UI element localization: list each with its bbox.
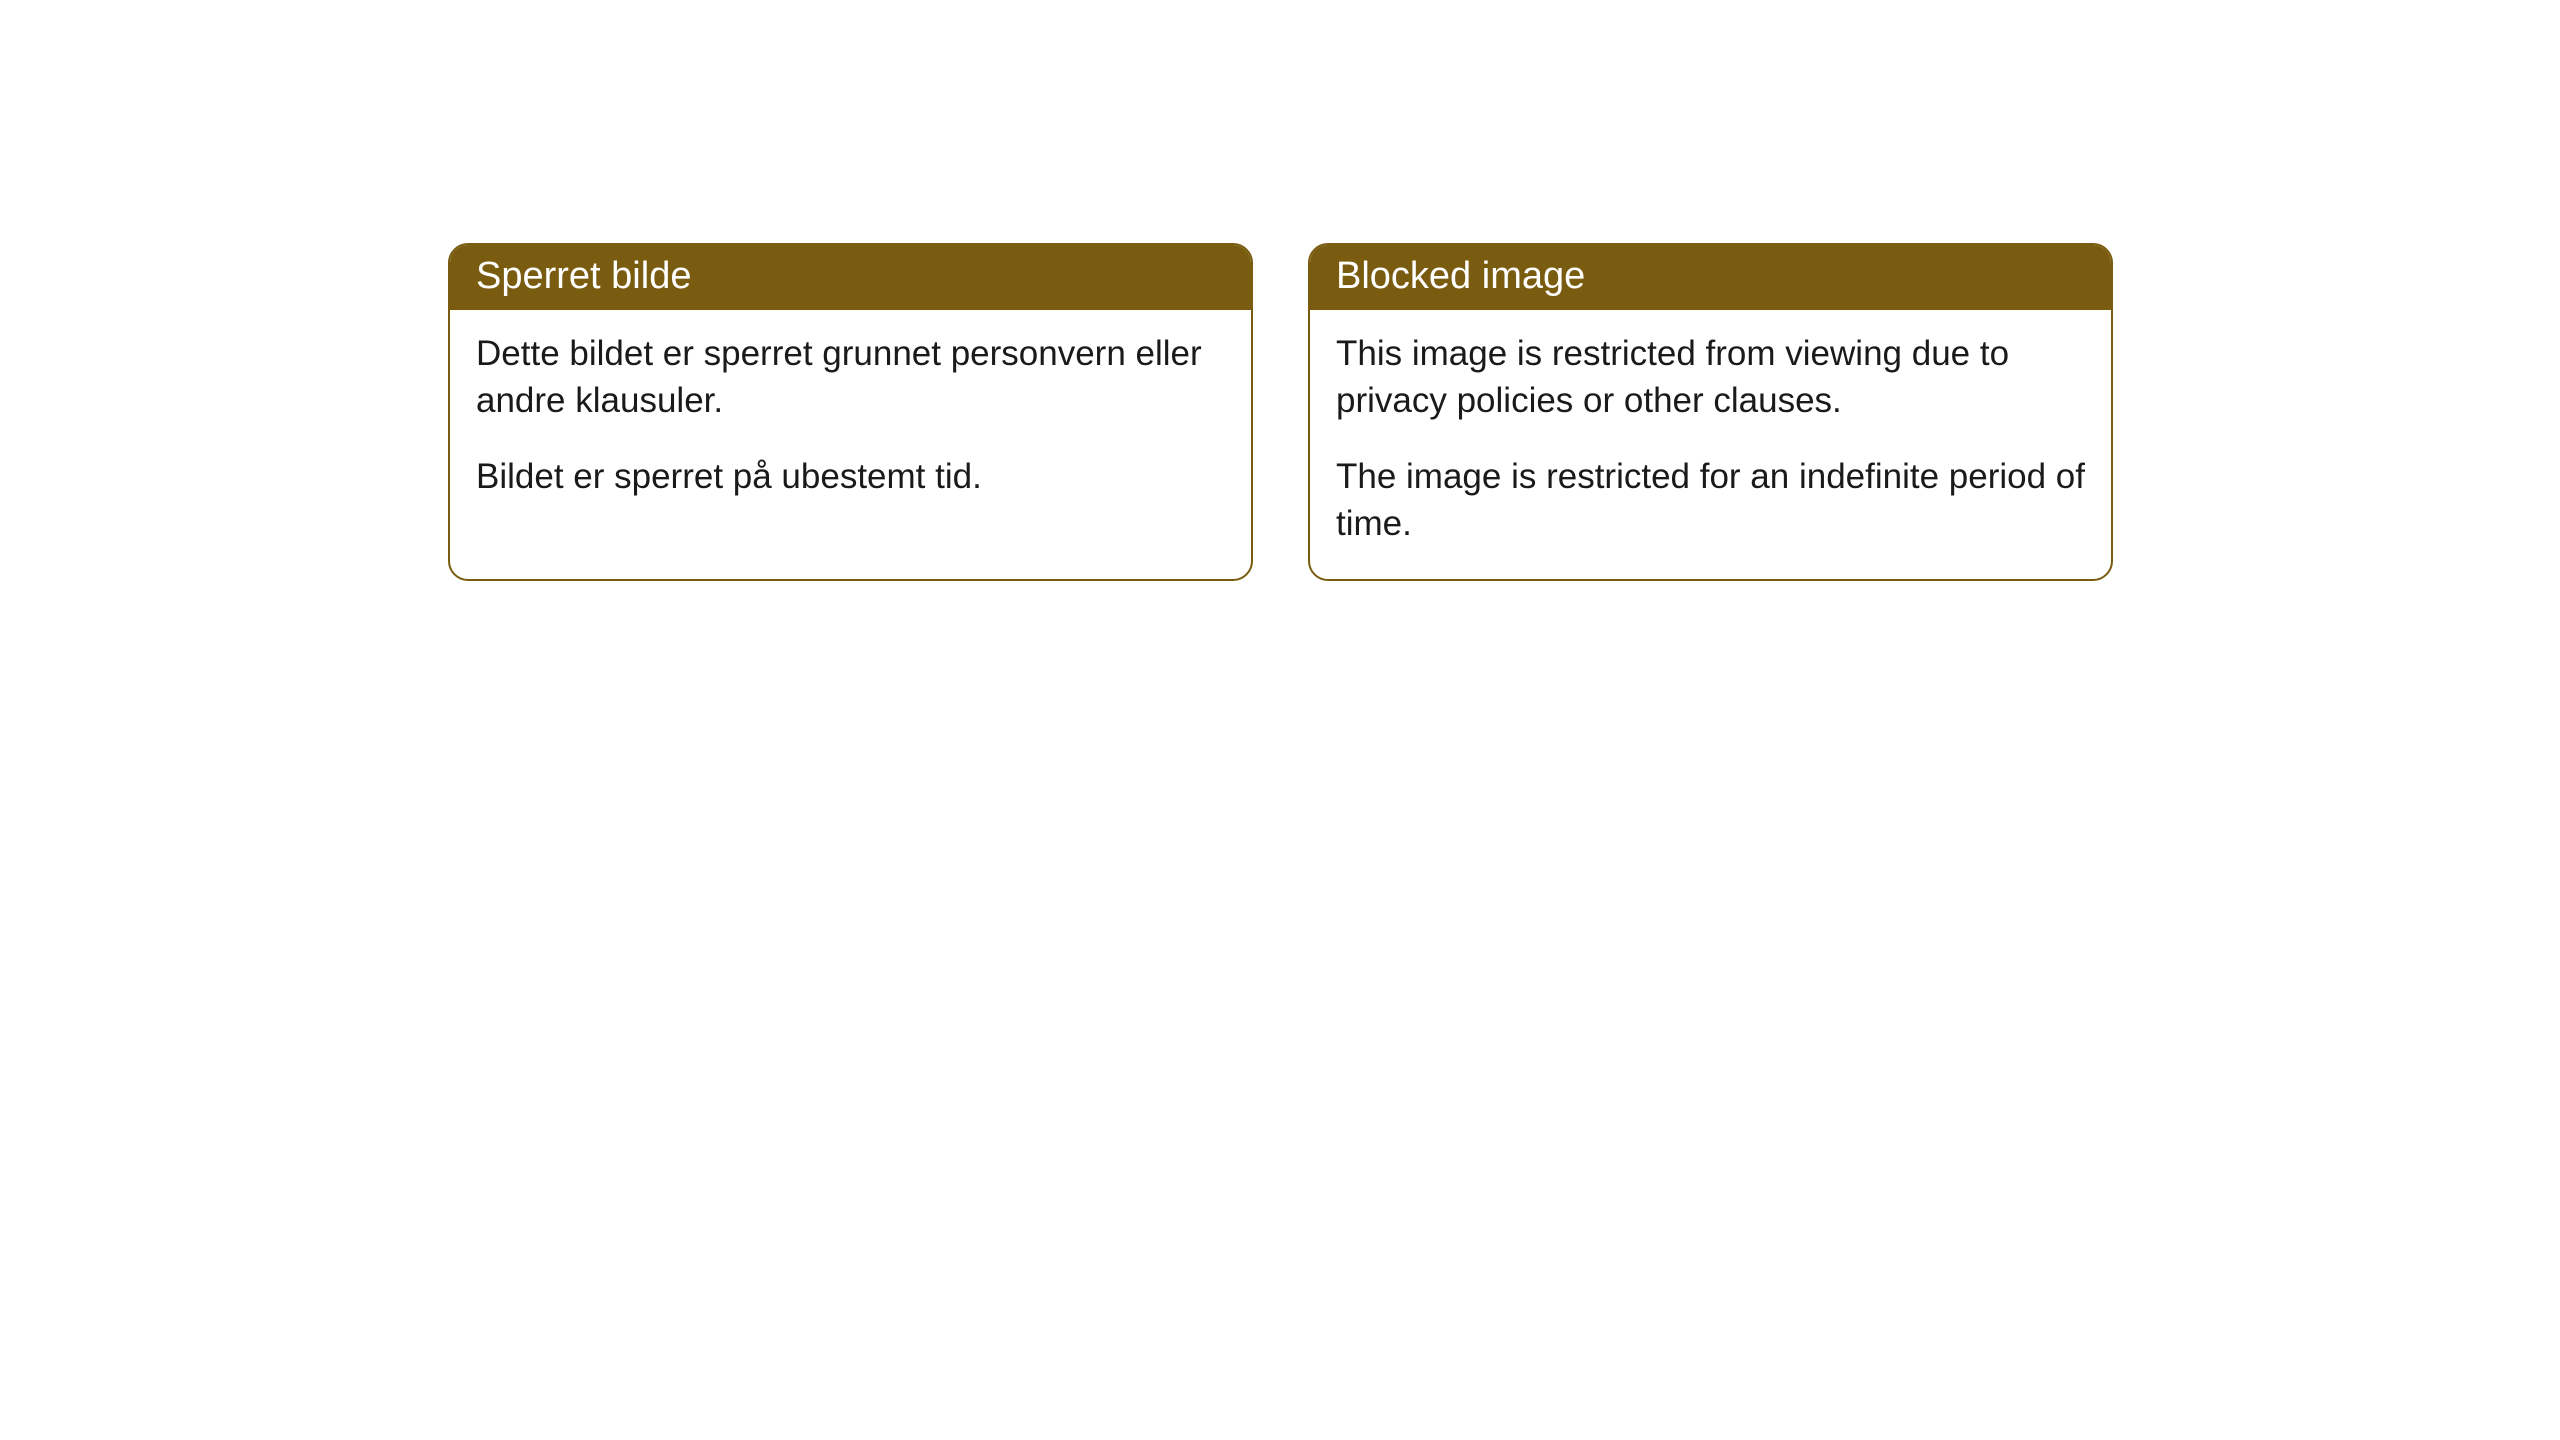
card-header: Sperret bilde [450, 245, 1251, 310]
card-paragraph: Dette bildet er sperret grunnet personve… [476, 330, 1225, 425]
card-body: Dette bildet er sperret grunnet personve… [450, 310, 1251, 532]
notice-cards-container: Sperret bilde Dette bildet er sperret gr… [448, 243, 2560, 581]
card-header: Blocked image [1310, 245, 2111, 310]
card-paragraph: Bildet er sperret på ubestemt tid. [476, 453, 1225, 500]
notice-card-norwegian: Sperret bilde Dette bildet er sperret gr… [448, 243, 1253, 581]
notice-card-english: Blocked image This image is restricted f… [1308, 243, 2113, 581]
card-paragraph: The image is restricted for an indefinit… [1336, 453, 2085, 548]
card-paragraph: This image is restricted from viewing du… [1336, 330, 2085, 425]
card-body: This image is restricted from viewing du… [1310, 310, 2111, 579]
